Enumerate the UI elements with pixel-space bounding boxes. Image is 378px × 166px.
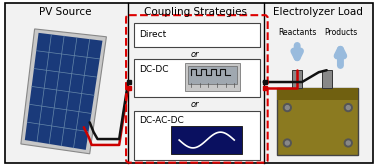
Bar [171,126,242,154]
Bar [292,70,302,88]
Bar [277,88,358,100]
Bar [185,63,240,91]
Circle shape [346,141,350,145]
Text: DC-DC: DC-DC [139,65,168,74]
Text: PV Source: PV Source [39,7,91,17]
Text: DC-AC-DC: DC-AC-DC [139,116,184,125]
Bar [277,88,358,155]
Polygon shape [21,29,106,154]
Text: Products: Products [324,28,357,37]
Bar [322,70,332,88]
Text: Coupling Strategies: Coupling Strategies [144,7,247,17]
Bar [134,23,260,47]
Text: Electrolyzer Load: Electrolyzer Load [273,7,363,17]
Circle shape [284,139,291,147]
Bar [134,111,260,160]
Polygon shape [25,33,102,150]
Circle shape [285,106,289,110]
Circle shape [344,104,352,112]
Text: or: or [191,50,200,59]
Circle shape [284,104,291,112]
Text: or: or [191,100,200,109]
Text: Reactants: Reactants [278,28,316,37]
Circle shape [346,106,350,110]
Bar [134,59,260,97]
Circle shape [344,139,352,147]
Circle shape [285,141,289,145]
Bar [188,66,237,84]
Text: Direct: Direct [139,30,166,39]
